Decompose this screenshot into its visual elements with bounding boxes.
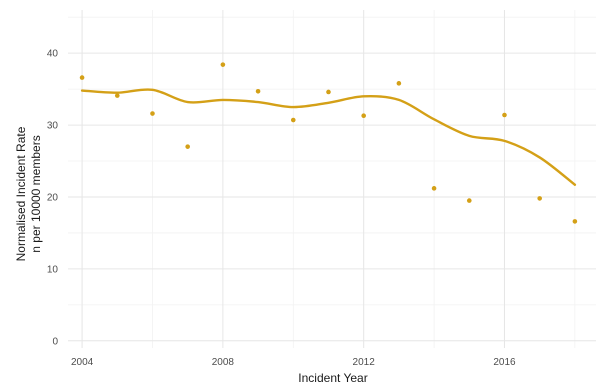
data-point <box>572 219 578 224</box>
data-point <box>114 93 120 98</box>
data-point <box>150 111 155 116</box>
x-tick-label: 2016 <box>493 357 516 368</box>
tick-labels: 0 10 20 30 40 2004 2008 2012 2016 <box>47 49 516 368</box>
x-tick-label: 2008 <box>212 357 235 368</box>
x-axis-title: Incident Year <box>298 371 367 385</box>
data-point <box>466 198 472 203</box>
data-point <box>290 117 296 123</box>
y-axis-title-line-1: Normalised Incident Rate <box>14 126 28 261</box>
data-point <box>396 81 402 86</box>
data-point <box>431 186 437 191</box>
data-point <box>537 196 542 201</box>
data-point <box>79 75 85 80</box>
x-tick-label: 2004 <box>71 357 94 368</box>
y-tick-label: 40 <box>47 49 59 60</box>
data-point <box>185 144 190 149</box>
y-tick-label: 20 <box>47 192 59 203</box>
smooth-trend-line <box>80 88 577 186</box>
data-point <box>255 88 261 94</box>
x-tick-label: 2012 <box>353 357 376 368</box>
data-point <box>361 113 366 119</box>
y-tick-label: 10 <box>47 264 59 275</box>
y-tick-label: 30 <box>47 121 59 132</box>
y-axis-title-line-2: n per 10000 members <box>29 135 43 252</box>
y-tick-label: 0 <box>52 336 58 347</box>
plot-area <box>79 62 578 224</box>
data-point <box>502 112 507 118</box>
data-point <box>220 62 226 67</box>
data-point <box>326 89 331 95</box>
grid <box>68 10 596 348</box>
